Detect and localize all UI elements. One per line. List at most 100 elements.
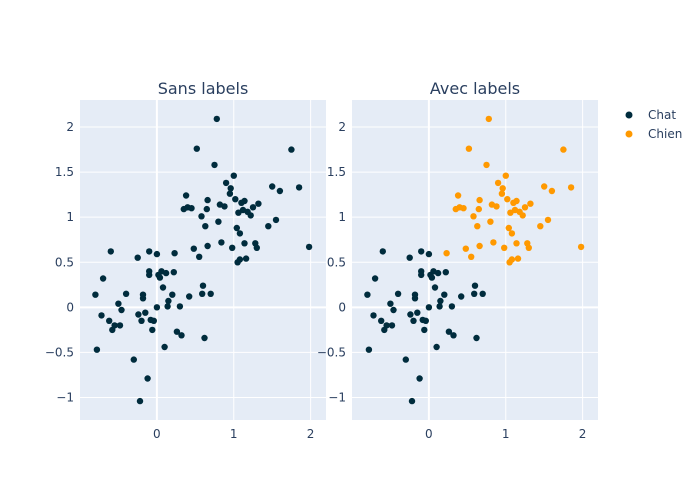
data-point (106, 317, 113, 324)
data-point (541, 183, 548, 190)
legend-item-chat[interactable]: Chat (625, 108, 677, 122)
data-point (236, 230, 244, 237)
data-point (116, 322, 124, 329)
data-point (499, 185, 506, 192)
data-point (242, 255, 250, 262)
x-tick-label: 1 (230, 427, 238, 441)
series-chien (443, 115, 585, 266)
data-point (433, 343, 440, 351)
data-point (418, 248, 425, 255)
data-point (269, 183, 276, 190)
data-point (387, 300, 394, 307)
data-point (498, 190, 506, 197)
data-point (118, 306, 125, 314)
legend-item-chien[interactable]: Chien (625, 127, 683, 141)
data-point (247, 212, 254, 219)
data-point (390, 306, 397, 314)
data-point (465, 145, 473, 152)
data-point (494, 179, 502, 187)
data-point (544, 216, 552, 224)
data-point (504, 196, 511, 203)
data-point (476, 242, 483, 250)
y-tick-label: 0.5 (55, 255, 74, 269)
data-point (176, 303, 184, 310)
data-point (201, 334, 208, 342)
data-point (169, 291, 176, 298)
data-point (162, 269, 170, 277)
data-point (425, 250, 433, 258)
data-point (421, 326, 428, 334)
data-point (115, 300, 122, 307)
data-point (513, 197, 520, 205)
data-point (227, 185, 234, 192)
data-point (98, 312, 105, 319)
data-point (471, 290, 478, 297)
data-point (485, 115, 492, 123)
data-point (383, 322, 390, 329)
data-point (470, 213, 477, 220)
data-point (156, 274, 164, 281)
data-point (164, 303, 171, 310)
data-point (407, 311, 414, 318)
data-point (111, 322, 118, 329)
data-point (462, 245, 469, 252)
data-point (153, 304, 161, 311)
data-point (255, 200, 262, 207)
data-point (146, 271, 153, 279)
data-point (505, 224, 512, 232)
data-point (406, 254, 413, 261)
data-point (475, 205, 482, 213)
data-point (442, 269, 449, 276)
data-point (501, 244, 508, 251)
y-tick-label: 1.5 (327, 165, 346, 179)
data-point (305, 243, 313, 251)
data-point (203, 205, 210, 213)
y-tick-label: −0.5 (45, 345, 74, 359)
data-point (416, 375, 423, 382)
data-point (188, 205, 195, 212)
data-point (468, 253, 475, 260)
data-point (173, 328, 181, 335)
data-point (402, 356, 409, 363)
data-point (567, 184, 575, 191)
data-point (193, 145, 200, 152)
y-tick-label: 0.5 (327, 255, 346, 269)
legend: Chat Chien (625, 108, 683, 141)
data-point (411, 291, 419, 298)
data-point (130, 356, 137, 363)
data-point (136, 397, 144, 405)
data-point (253, 244, 260, 251)
data-point (425, 304, 433, 311)
plot-area (352, 100, 598, 420)
legend-marker (625, 130, 633, 138)
plot-area (80, 100, 326, 420)
data-point (443, 250, 450, 257)
x-tick-label: 2 (307, 427, 315, 441)
data-point (441, 291, 448, 298)
data-point (165, 297, 172, 305)
data-point (202, 223, 209, 230)
series-chat (364, 248, 486, 405)
data-point (525, 244, 532, 251)
data-point (138, 317, 145, 324)
data-point (178, 332, 185, 339)
data-point (149, 326, 156, 334)
y-tick-label: 2 (66, 120, 74, 134)
data-point (265, 223, 272, 230)
data-point (142, 309, 149, 316)
data-point (508, 230, 516, 237)
data-point (186, 293, 193, 300)
data-point (437, 297, 444, 305)
legend-label: Chat (648, 108, 676, 122)
data-point (379, 248, 386, 255)
data-point (493, 203, 500, 210)
data-point (150, 317, 157, 324)
data-point (537, 223, 544, 230)
data-point (371, 275, 379, 282)
subplot-title: Avec labels (430, 79, 520, 98)
data-point (487, 218, 494, 225)
data-point (107, 248, 115, 255)
data-point (445, 328, 453, 335)
x-tick-label: 0 (425, 427, 433, 441)
data-point (122, 290, 130, 297)
